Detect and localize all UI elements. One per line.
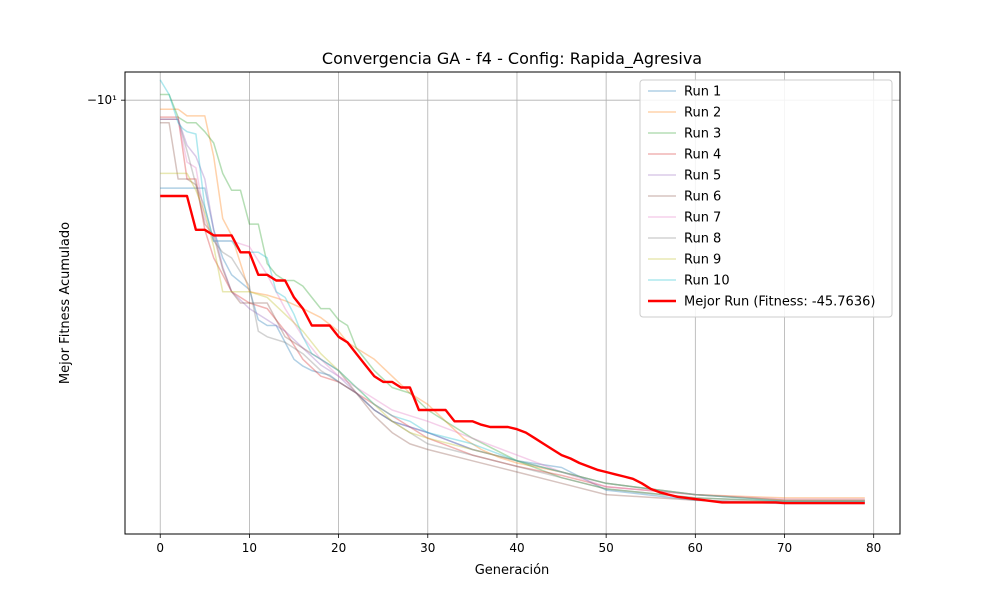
legend-label: Run 9	[684, 253, 721, 268]
x-tick-label: 60	[688, 541, 703, 555]
run-4-line	[160, 116, 865, 501]
run-3-line	[160, 93, 865, 503]
legend-label: Run 6	[684, 190, 721, 205]
legend-box	[639, 79, 893, 318]
x-tick-label: 70	[777, 541, 792, 555]
x-tick-label: 10	[242, 541, 257, 555]
y-axis-ticks: −10¹	[87, 93, 125, 107]
x-tick-label: 50	[599, 541, 614, 555]
x-tick-label: 80	[866, 541, 881, 555]
best-run-line	[160, 194, 865, 505]
legend-label: Mejor Run (Fitness: -45.7636)	[684, 295, 875, 310]
run-7-line	[160, 118, 865, 500]
y-tick-label: −10¹	[87, 93, 117, 107]
y-axis-label: Mejor Fitness Acumulado	[58, 222, 73, 384]
run-1-line	[160, 187, 865, 505]
run-10-line	[159, 79, 865, 503]
run-9-line	[160, 172, 865, 501]
legend: Run 1 Run 2 Run 3 Run 4 Run 5 Run 6 Run 7 Run 8…	[639, 79, 893, 318]
run-2-line	[160, 108, 865, 499]
legend-label: Run 8	[684, 232, 721, 247]
series-layer	[159, 79, 865, 505]
run-6-line	[160, 121, 865, 504]
legend-label: Run 2	[684, 106, 721, 121]
x-tick-label: 0	[156, 541, 164, 555]
legend-label: Run 3	[684, 127, 721, 142]
legend-label: Run 7	[684, 211, 721, 226]
run-5-line	[160, 118, 865, 501]
x-tick-label: 30	[420, 541, 435, 555]
x-axis-label: Generación	[475, 563, 550, 578]
legend-label: Run 1	[684, 85, 721, 100]
run-8-line	[160, 118, 865, 503]
x-tick-label: 20	[331, 541, 346, 555]
legend-label: Run 10	[684, 274, 730, 289]
chart-title: Convergencia GA - f4 - Config: Rapida_Ag…	[322, 49, 702, 69]
legend-label: Run 5	[684, 169, 721, 184]
x-tick-label: 40	[509, 541, 524, 555]
plot-frame	[124, 71, 901, 535]
legend-label: Run 4	[684, 148, 721, 163]
x-axis-ticks: 0 10 20 30 40 50 60 70 80	[156, 534, 881, 555]
